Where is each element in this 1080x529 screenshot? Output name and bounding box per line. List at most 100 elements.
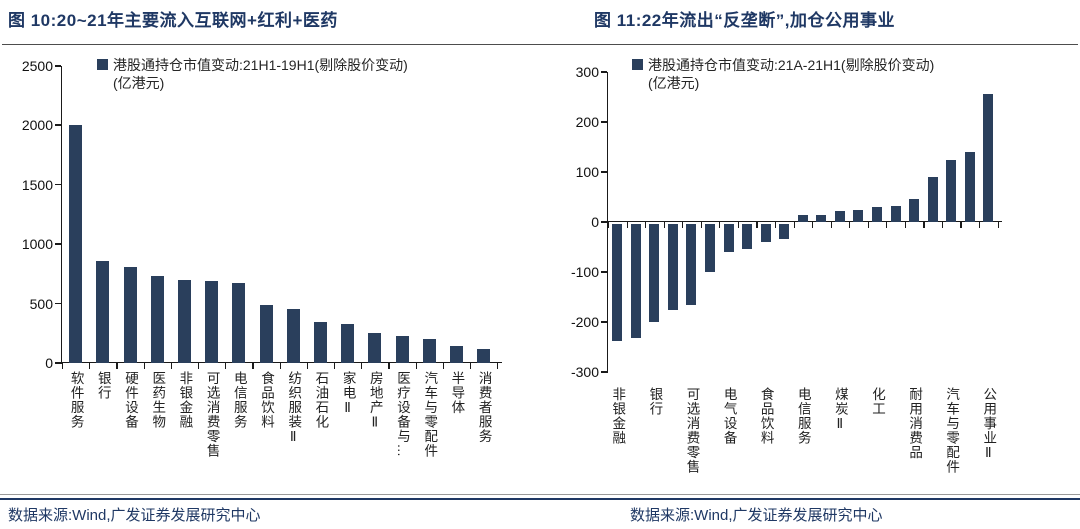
x-tick xyxy=(960,222,962,228)
figure-10-title: 图 10:20~21年主要流入互联网+红利+医药 xyxy=(8,11,338,30)
x-tick xyxy=(89,363,91,369)
category-label: 汽车与零配件 xyxy=(944,387,960,474)
bar xyxy=(313,322,327,363)
x-tick xyxy=(116,363,118,369)
x-tick xyxy=(388,363,390,369)
x-tick xyxy=(886,222,888,228)
x-tick xyxy=(442,363,444,369)
bar xyxy=(760,223,771,242)
legend-unit: (亿港元) xyxy=(648,75,700,91)
bar xyxy=(150,276,164,363)
legend-unit: (亿港元) xyxy=(113,75,165,91)
category-label: 非银金融 xyxy=(177,371,193,429)
y-tick xyxy=(600,171,607,173)
x-tick xyxy=(306,363,308,369)
bar xyxy=(395,335,409,363)
category-label: 食品饮料 xyxy=(758,387,774,445)
x-tick xyxy=(812,222,814,228)
bar xyxy=(742,223,753,249)
x-tick xyxy=(334,363,336,369)
y-tick-label: 100 xyxy=(575,164,599,180)
x-tick xyxy=(774,222,777,228)
category-label: 医药生物 xyxy=(150,371,166,429)
x-tick xyxy=(700,222,702,228)
bar xyxy=(232,283,246,363)
bar xyxy=(909,198,920,222)
y-tick xyxy=(600,271,607,273)
category-label: 非银金融 xyxy=(610,387,626,445)
bar xyxy=(834,210,845,222)
y-tick xyxy=(600,371,607,373)
bar xyxy=(612,223,623,341)
x-tick xyxy=(682,222,684,228)
bar xyxy=(286,308,300,363)
y-tick-label: 1000 xyxy=(21,236,53,253)
x-tick xyxy=(923,222,925,228)
x-tick xyxy=(941,222,944,228)
bar xyxy=(630,223,641,338)
category-label: 煤炭Ⅱ xyxy=(832,387,848,433)
x-tick xyxy=(997,222,999,228)
bar xyxy=(890,206,901,222)
y-tick xyxy=(54,243,61,245)
category-label: 石油石化 xyxy=(313,371,329,429)
category-label: 医疗设备与… xyxy=(395,371,410,458)
category-label: 软件服务 xyxy=(68,371,84,429)
category-label: 食品饮料 xyxy=(259,371,274,429)
category-label: 电信服务 xyxy=(795,387,811,445)
figure-11-legend: 港股通持仓市值变动:21A-21H1(剔除股价变动) (亿港元) xyxy=(632,56,934,92)
x-tick xyxy=(279,363,281,369)
bar xyxy=(667,223,678,310)
category-label: 可选消费零售 xyxy=(684,387,700,474)
bar xyxy=(649,223,660,322)
category-label: 消费者服务 xyxy=(476,371,492,444)
x-tick xyxy=(849,222,851,228)
title-divider xyxy=(2,44,1078,45)
y-tick-label: 1500 xyxy=(21,176,53,193)
bar xyxy=(927,177,938,222)
bar xyxy=(477,348,491,363)
x-tick xyxy=(361,363,363,369)
x-tick xyxy=(225,363,227,369)
category-label: 家电Ⅱ xyxy=(340,371,356,417)
legend-label: 港股通持仓市值变动:21A-21H1(剔除股价变动) xyxy=(648,57,935,73)
x-tick xyxy=(470,363,472,369)
footer-divider-thick xyxy=(0,498,1080,500)
figure-11-title: 图 11:22年流出“反垄断”,加仓公用事业 xyxy=(594,11,895,30)
category-label: 纺织服装Ⅱ xyxy=(286,371,302,446)
category-label: 电信服务 xyxy=(231,371,247,429)
x-tick xyxy=(608,222,610,228)
bar xyxy=(422,339,436,363)
y-tick xyxy=(600,121,607,123)
y-tick-label: 0 xyxy=(45,355,53,371)
figure-10-source: 数据来源:Wind,广发证券发展研究中心 xyxy=(8,507,261,524)
bar xyxy=(177,279,191,363)
legend-swatch-icon xyxy=(97,59,108,70)
x-tick xyxy=(415,363,417,369)
y-tick xyxy=(600,321,607,323)
x-tick xyxy=(497,363,499,369)
y-tick xyxy=(600,221,607,223)
x-tick xyxy=(626,222,628,228)
bar xyxy=(368,333,382,363)
bar xyxy=(946,160,957,222)
x-axis-line xyxy=(60,361,502,363)
y-tick-label: -100 xyxy=(570,264,599,280)
x-tick xyxy=(663,222,665,228)
y-tick xyxy=(54,183,61,186)
bar xyxy=(69,125,83,363)
category-label: 银行 xyxy=(647,387,663,416)
figure-11-source: 数据来源:Wind,广发证券发展研究中心 xyxy=(630,507,883,524)
y-tick-label: 300 xyxy=(575,64,599,80)
bar xyxy=(259,304,273,363)
category-label: 电气设备 xyxy=(721,387,737,445)
bar xyxy=(705,223,716,272)
x-tick xyxy=(252,363,254,369)
category-label: 硬件设备 xyxy=(123,371,138,429)
y-tick-label: -300 xyxy=(570,364,599,380)
y-tick-label: 0 xyxy=(591,214,599,230)
x-tick xyxy=(904,222,906,228)
bar xyxy=(871,207,882,222)
category-label: 可选消费零售 xyxy=(204,371,220,458)
bar xyxy=(341,323,355,363)
